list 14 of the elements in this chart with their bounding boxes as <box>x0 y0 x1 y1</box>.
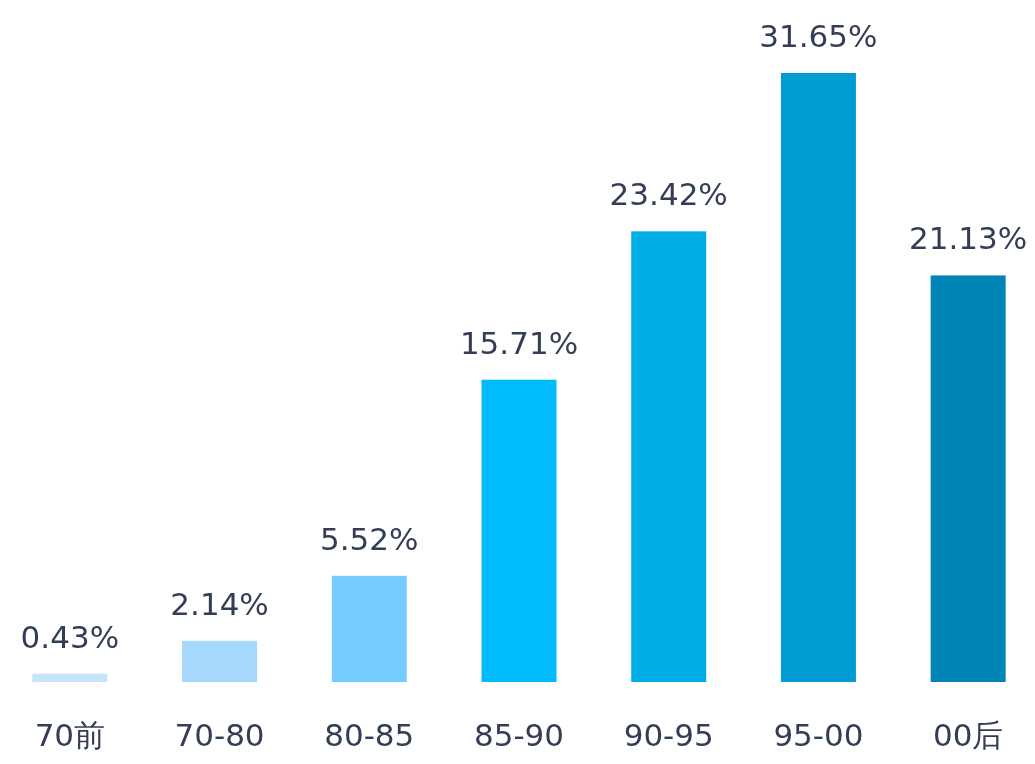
x-tick-label: 80-85 <box>324 717 415 753</box>
data-label: 23.42% <box>609 176 728 213</box>
data-label: 5.52% <box>320 520 419 557</box>
data-label: 15.71% <box>459 324 579 361</box>
data-label: 31.65% <box>759 18 878 54</box>
x-tick-label: 00后 <box>932 717 1004 753</box>
data-label: 0.43% <box>20 618 120 655</box>
data-label: 2.14% <box>170 585 269 622</box>
x-tick-label: 95-00 <box>773 717 864 753</box>
x-tick-label: 70-80 <box>174 717 265 753</box>
x-tick-label: 70前 <box>34 717 106 753</box>
x-tick-label: 85-90 <box>473 717 565 753</box>
x-tick-label: 90-95 <box>623 717 714 753</box>
data-label: 21.13% <box>909 220 1028 257</box>
